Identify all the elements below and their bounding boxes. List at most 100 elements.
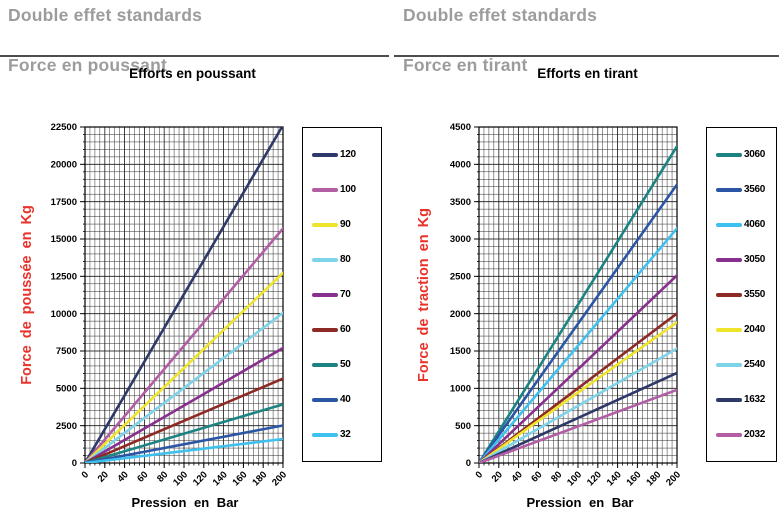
right-x-axis-title: Pression en Bar [526,495,634,510]
svg-text:100: 100 [171,469,190,488]
svg-text:80: 80 [549,469,564,484]
svg-text:200: 200 [664,469,683,488]
legend-label: 60 [340,324,351,335]
svg-text:2500: 2500 [450,272,471,283]
legend-item: 3550 [708,289,775,300]
right-header-rule [394,55,779,57]
legend-item: 2032 [708,429,775,440]
legend-swatch-line [312,187,338,192]
svg-text:5000: 5000 [56,384,77,395]
right-y-axis-title: Force de traction en Kg [416,208,432,382]
left-y-axis-title: Force de poussée en Kg [19,205,35,385]
legend-swatch-line [312,432,338,437]
svg-text:160: 160 [625,469,644,488]
svg-text:4000: 4000 [450,160,471,171]
legend-label: 40 [340,394,351,405]
left-header-rule [0,55,389,57]
svg-text:0: 0 [474,469,486,481]
legend-label: 2040 [744,324,766,335]
legend-item: 60 [304,324,380,335]
svg-text:120: 120 [191,469,210,488]
legend-item: 70 [304,289,380,300]
svg-text:60: 60 [135,469,150,484]
legend-item: 2540 [708,359,775,370]
legend-label: 3560 [744,184,766,195]
svg-text:1000: 1000 [450,384,471,395]
svg-text:12500: 12500 [51,272,77,283]
legend-label: 90 [340,219,351,230]
svg-text:60: 60 [529,469,544,484]
legend-label: 80 [340,254,351,265]
legend-label: 100 [340,184,356,195]
legend-label: 3550 [744,289,766,300]
left-panel-header: Double effet standards Force en poussant [8,3,202,78]
legend-swatch-line [716,292,742,297]
legend-label: 70 [340,289,351,300]
legend-swatch-line [312,152,338,157]
legend-item: 90 [304,219,380,230]
legend-swatch-line [716,327,742,332]
svg-text:180: 180 [644,469,663,488]
left-x-axis-title: Pression en Bar [131,495,239,510]
svg-text:200: 200 [270,469,289,488]
legend-item: 1632 [708,394,775,405]
svg-text:2500: 2500 [56,421,77,432]
svg-text:10000: 10000 [51,309,77,320]
legend-swatch-line [716,432,742,437]
svg-text:0: 0 [80,469,92,481]
svg-text:20000: 20000 [51,160,77,171]
legend-swatch-line [312,222,338,227]
svg-text:0: 0 [466,458,471,469]
legend-swatch-line [312,397,338,402]
svg-text:100: 100 [565,469,584,488]
left-chart-canvas: 0 20 40 60 80 100 120 140 160 180 200 0 2500 5000 7500… [51,122,290,488]
svg-text:4500: 4500 [450,122,471,133]
legend-swatch-line [716,152,742,157]
svg-text:140: 140 [211,469,230,488]
legend-item: 40 [304,394,380,405]
legend-swatch-line [716,222,742,227]
svg-text:20: 20 [96,469,111,484]
svg-text:1500: 1500 [450,346,471,357]
legend-swatch-line [716,362,742,367]
svg-text:20: 20 [490,469,505,484]
legend-item: 3050 [708,254,775,265]
legend-swatch-line [312,257,338,262]
right-chart-legend: 3060 3560 4060 3050 3550 2040 2540 1632 2032 [706,127,777,462]
svg-text:0: 0 [72,458,77,469]
svg-text:160: 160 [231,469,250,488]
svg-text:40: 40 [509,469,524,484]
legend-item: 120 [304,149,380,160]
svg-text:80: 80 [155,469,170,484]
right-chart-canvas: 0 20 40 60 80 100 120 140 160 180 2000500100015002… [450,122,683,488]
left-header-line1: Double effet standards [8,5,203,25]
right-header-line2: Force en tirant [403,55,528,75]
right-panel-header: Double effet standards Force en tirant [403,3,597,78]
legend-label: 50 [340,359,351,370]
legend-swatch-line [716,397,742,402]
legend-label: 2540 [744,359,766,370]
right-header-line1: Double effet standards [403,5,598,25]
legend-swatch-line [312,327,338,332]
svg-text:17500: 17500 [51,197,77,208]
svg-text:120: 120 [585,469,604,488]
legend-item: 2040 [708,324,775,335]
legend-item: 3060 [708,149,775,160]
legend-label: 32 [340,429,351,440]
svg-text:180: 180 [250,469,269,488]
svg-text:500: 500 [455,421,471,432]
svg-text:2000: 2000 [450,309,471,320]
right-chart-title: Efforts en tirant [537,66,638,81]
svg-text:7500: 7500 [56,346,77,357]
svg-text:22500: 22500 [51,122,77,133]
legend-label: 3050 [744,254,766,265]
left-chart-legend: 120 100 90 80 70 60 50 40 32 [302,127,382,462]
svg-text:3500: 3500 [450,197,471,208]
svg-text:3000: 3000 [450,234,471,245]
legend-item: 32 [304,429,380,440]
legend-label: 2032 [744,429,766,440]
svg-text:40: 40 [115,469,130,484]
svg-text:140: 140 [605,469,624,488]
legend-item: 3560 [708,184,775,195]
